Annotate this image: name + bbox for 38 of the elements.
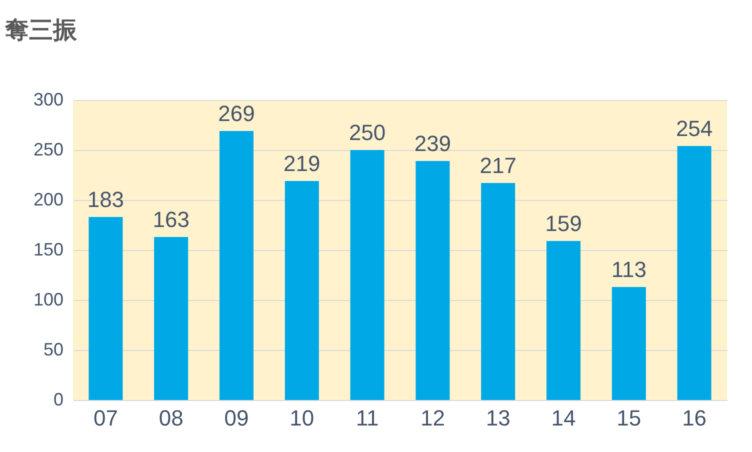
data-label: 254 xyxy=(676,116,713,141)
y-tick-label: 300 xyxy=(33,90,64,110)
x-tick-label: 09 xyxy=(224,406,249,430)
data-label: 113 xyxy=(611,257,646,282)
bar xyxy=(350,150,384,400)
data-label: 269 xyxy=(218,101,255,126)
data-label: 217 xyxy=(480,153,516,178)
bar xyxy=(154,237,188,400)
x-tick-label: 16 xyxy=(682,406,707,430)
data-label: 250 xyxy=(348,120,386,145)
bar xyxy=(88,217,123,400)
bar xyxy=(284,181,319,400)
y-tick-label: 100 xyxy=(33,290,64,310)
x-tick-label: 13 xyxy=(486,406,510,430)
x-tick-label: 12 xyxy=(420,406,445,430)
x-tick-label: 10 xyxy=(290,406,314,430)
x-tick-label: 11 xyxy=(356,406,379,430)
y-tick-label: 0 xyxy=(53,390,64,410)
bar xyxy=(481,183,516,400)
y-tick-label: 200 xyxy=(33,190,64,210)
data-label: 183 xyxy=(87,187,124,212)
bar xyxy=(219,131,254,400)
bar xyxy=(677,146,712,400)
data-label: 159 xyxy=(545,211,582,236)
data-label: 239 xyxy=(414,131,452,156)
bar xyxy=(416,161,450,400)
bar xyxy=(546,241,581,400)
x-tick-label: 08 xyxy=(158,406,184,430)
bar xyxy=(612,287,646,400)
x-tick-label: 15 xyxy=(616,406,642,430)
y-tick-label: 150 xyxy=(33,240,64,260)
y-tick-label: 250 xyxy=(33,140,64,160)
data-label: 219 xyxy=(284,151,320,176)
data-label: 163 xyxy=(152,207,190,232)
x-tick-label: 07 xyxy=(93,406,118,430)
x-tick-label: 14 xyxy=(551,406,576,430)
chart-title: 奪三振 xyxy=(4,17,78,44)
y-tick-label: 50 xyxy=(43,340,64,360)
